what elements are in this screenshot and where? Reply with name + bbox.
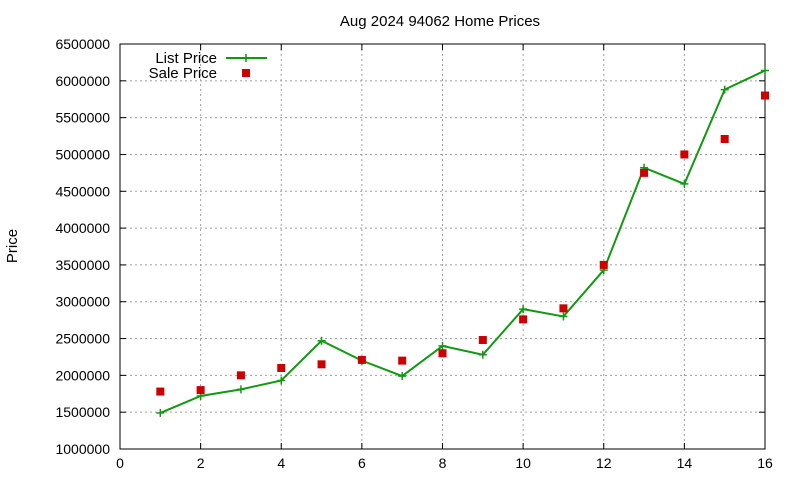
chart-title: Aug 2024 94062 Home Prices <box>340 13 540 30</box>
list-price-point <box>761 66 769 75</box>
legend-label: List Price <box>155 50 217 67</box>
x-tick-label: 16 <box>757 455 773 471</box>
sale-price-point <box>720 134 729 143</box>
list-price-point <box>317 336 326 345</box>
y-axis-tick-labels: 1000000 1500000 2000000 2500000 3000000 35000… <box>55 36 110 457</box>
legend-plus-marker <box>242 54 250 62</box>
x-tick-label: 2 <box>197 455 205 471</box>
y-tick-label: 2000000 <box>55 367 110 383</box>
legend-label: Sale Price <box>149 65 217 82</box>
list-price-point <box>277 376 286 385</box>
y-tick-label: 6000000 <box>55 73 110 89</box>
sale-price-point <box>357 355 366 364</box>
x-tick-label: 10 <box>515 455 531 471</box>
sale-price-point <box>599 260 608 269</box>
y-tick-label: 5000000 <box>55 146 110 162</box>
x-tick-label: 0 <box>116 455 124 471</box>
x-tick-label: 14 <box>677 455 693 471</box>
list-price-point <box>720 85 729 94</box>
series <box>156 66 769 417</box>
x-tick-label: 4 <box>277 455 285 471</box>
list-price-point <box>519 305 528 314</box>
grid <box>120 44 765 449</box>
list-price-point <box>236 385 245 394</box>
sale-price-point <box>640 168 649 177</box>
sale-price-point <box>438 349 447 358</box>
sale-price-point <box>398 356 407 365</box>
sale-price-point <box>761 91 769 100</box>
y-tick-label: 1500000 <box>55 404 110 420</box>
x-tick-label: 12 <box>596 455 612 471</box>
sale-price-point <box>478 336 487 345</box>
list-price-point <box>478 350 487 359</box>
sale-price-point <box>156 387 165 396</box>
series-1 <box>156 66 769 417</box>
list-price-point <box>398 372 407 381</box>
list-price-point <box>438 341 447 350</box>
sale-price-point <box>559 304 568 313</box>
sale-price-point <box>277 364 286 372</box>
y-tick-label: 3500000 <box>55 257 110 273</box>
sale-price-point <box>519 315 528 324</box>
y-tick-label: 5500000 <box>55 110 110 126</box>
sale-price-point <box>680 150 689 159</box>
series-2 <box>156 91 769 396</box>
y-tick-label: 2500000 <box>55 331 110 347</box>
legend-square-marker <box>242 69 250 77</box>
sale-price-point <box>236 371 245 380</box>
y-tick-label: 1000000 <box>55 441 110 457</box>
x-axis-tick-labels: 0 2 4 6 8 10 12 14 16 <box>116 455 773 471</box>
list-price-point <box>680 179 689 188</box>
y-tick-label: 3000000 <box>55 294 110 310</box>
y-tick-label: 6500000 <box>55 36 110 52</box>
axis-ticks <box>119 43 766 450</box>
sale-price-point <box>196 386 205 395</box>
list-price-point <box>156 408 165 417</box>
sale-price-point <box>317 360 326 369</box>
y-tick-label: 4000000 <box>55 220 110 236</box>
x-tick-label: 8 <box>439 455 447 471</box>
list-price-line <box>159 69 766 414</box>
y-axis-label: Price <box>4 229 21 263</box>
list-price-point <box>559 312 568 321</box>
x-tick-label: 6 <box>358 455 366 471</box>
y-tick-label: 4500000 <box>55 183 110 199</box>
